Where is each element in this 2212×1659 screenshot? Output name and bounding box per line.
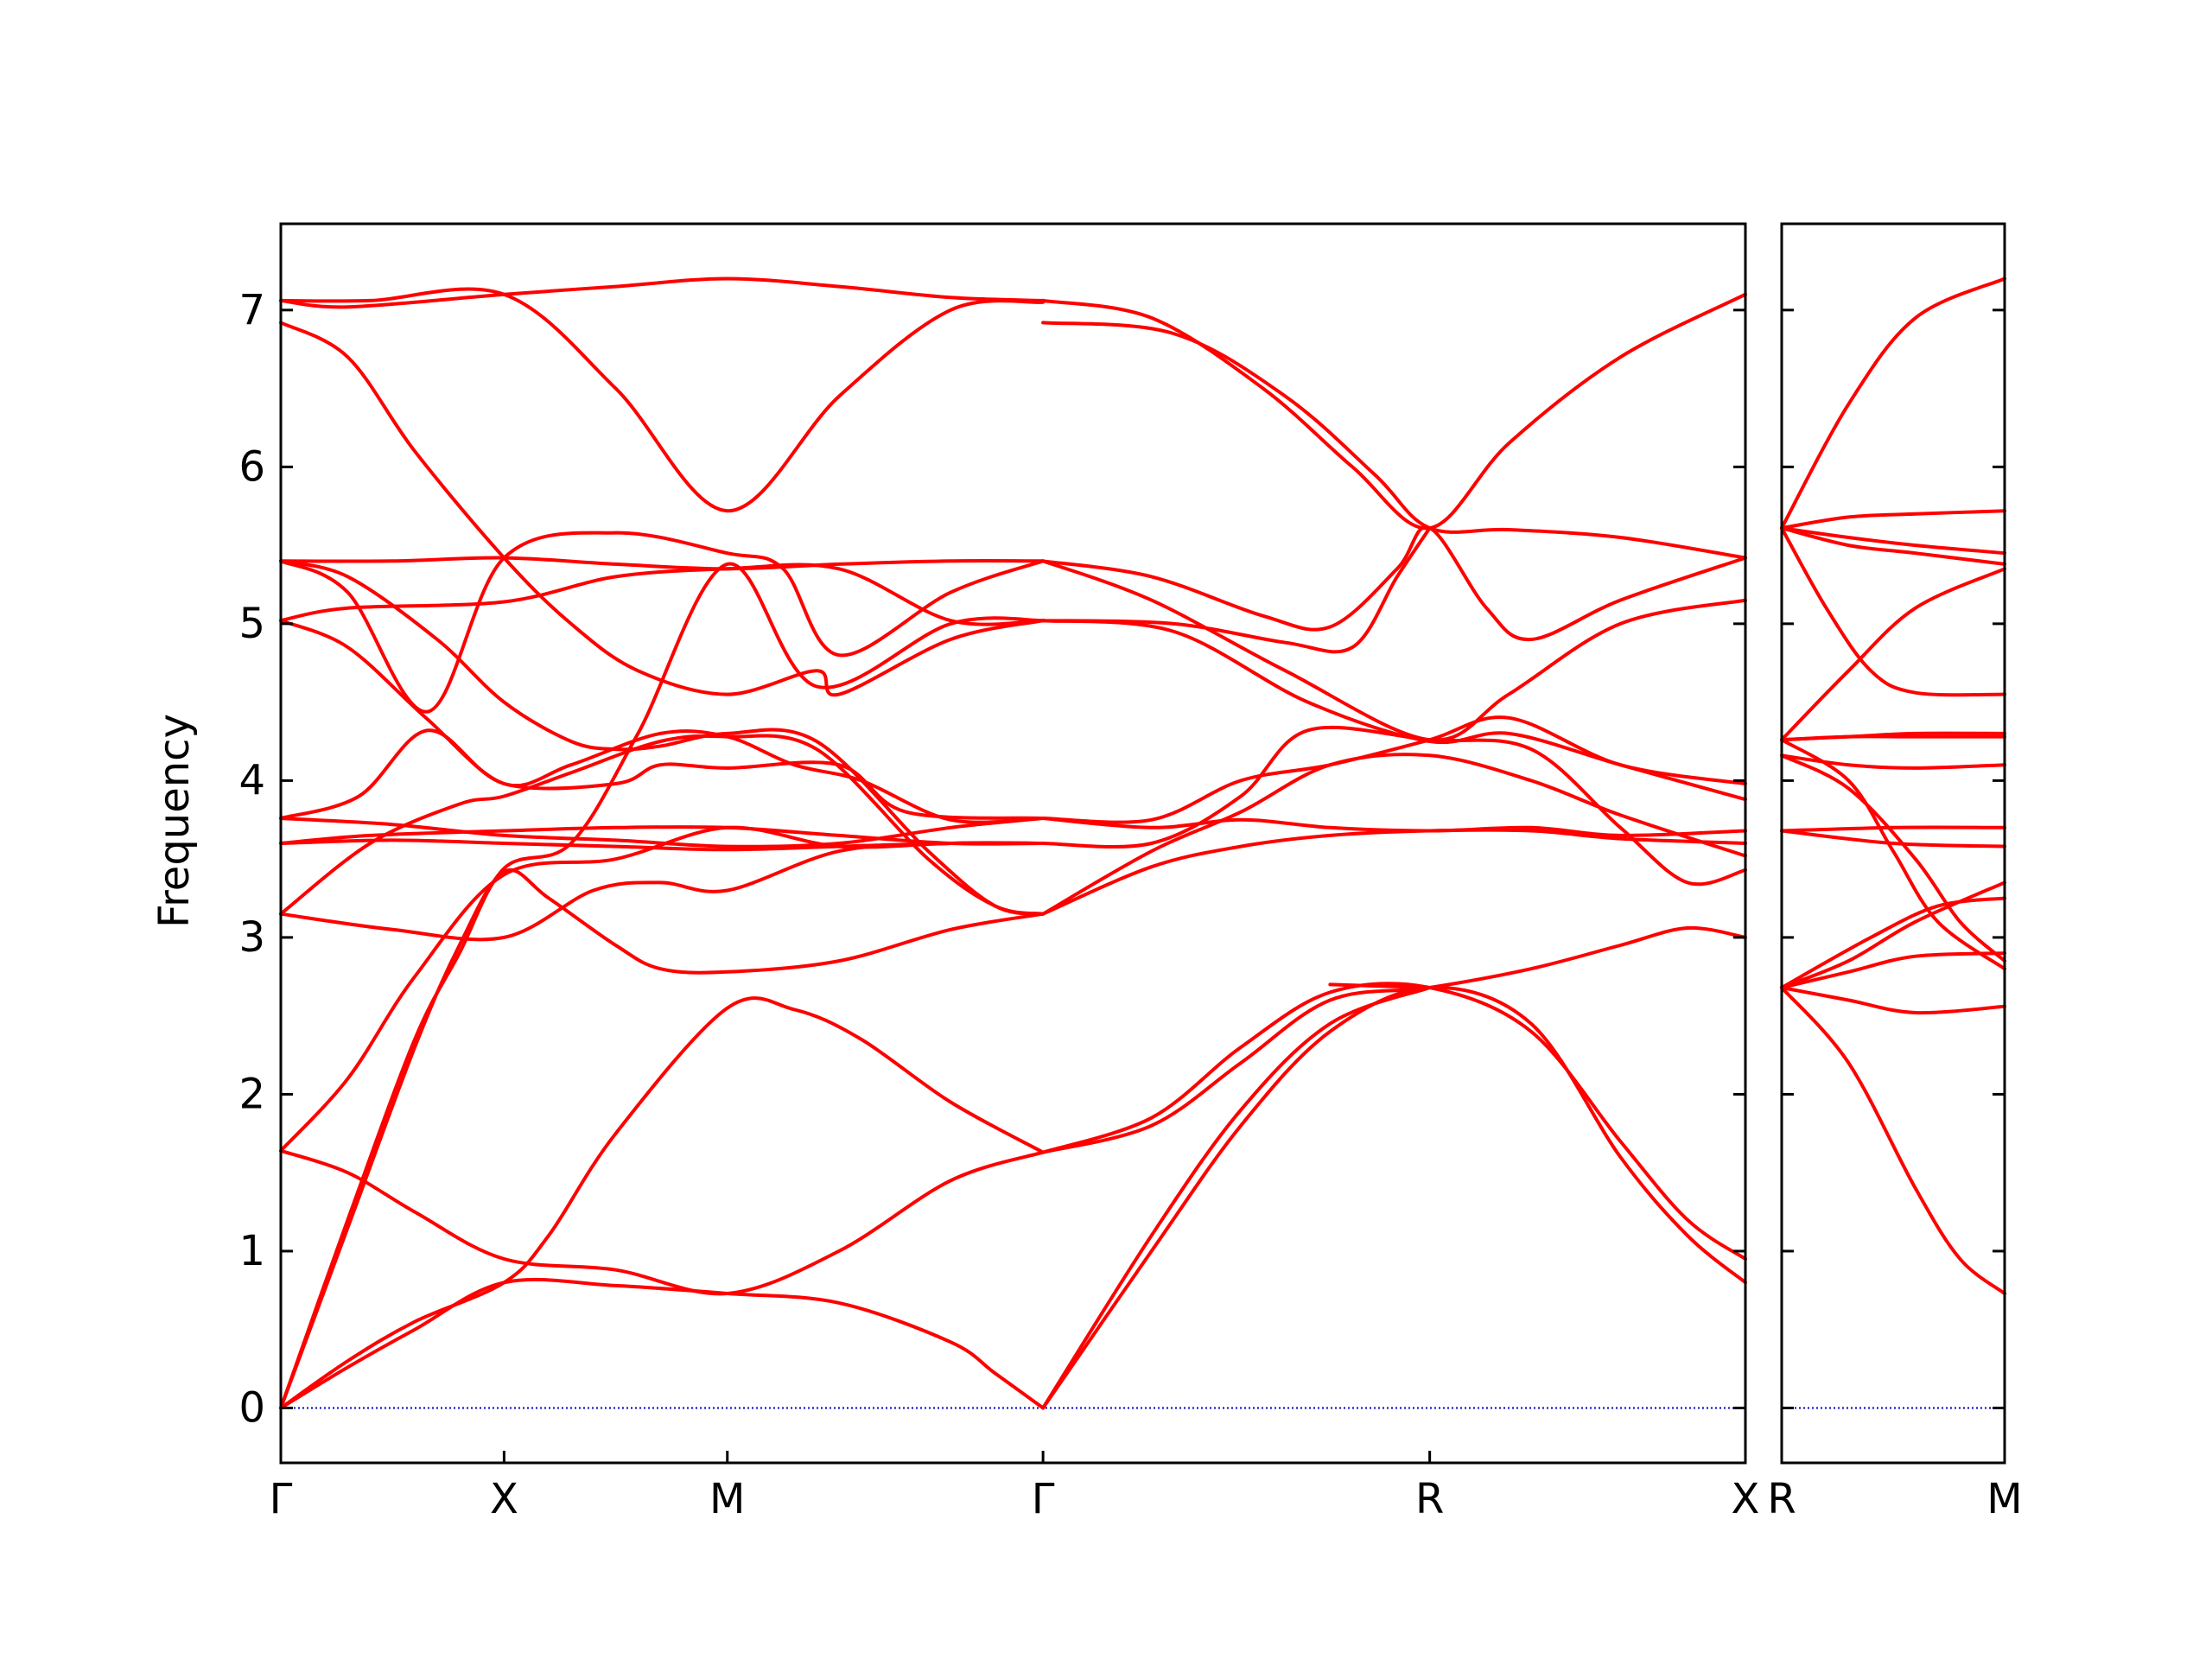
band-line-side-17 [1780, 986, 2006, 1295]
band-line-side-4 [1780, 526, 2006, 697]
band-line-main-9 [279, 817, 1046, 849]
band-line-side-11 [1780, 825, 2006, 833]
band-line-main-23 [1041, 526, 1432, 654]
band-line-main-6 [279, 734, 1046, 916]
y-tick-label: 3 [238, 913, 265, 962]
band-line-main-28 [1041, 828, 1747, 916]
band-line-side-15 [1780, 986, 2006, 1015]
band-line-main-1 [279, 996, 1046, 1410]
x-tick-label-main-3: Γ [1032, 1475, 1055, 1523]
y-tick-label: 7 [238, 286, 265, 334]
y-tick-label: 2 [238, 1070, 265, 1118]
band-line-main-20 [1041, 292, 1747, 531]
x-tick-label-main-2: M [709, 1475, 745, 1523]
band-line-main-33 [1041, 985, 1747, 1410]
band-line-main-27 [1041, 817, 1747, 837]
band-line-side-1 [1780, 509, 2006, 531]
band-line-main-0 [279, 1277, 1046, 1410]
band-line-side-12 [1780, 829, 2006, 849]
band-line-side-13 [1780, 880, 2006, 989]
band-line-main-25 [1041, 619, 1747, 802]
y-tick-label: 4 [238, 756, 265, 804]
band-line-side-0 [1780, 276, 2006, 531]
band-line-main-30 [1041, 753, 1747, 916]
band-line-main-18 [279, 287, 1046, 513]
band-line-main-2 [279, 868, 1046, 1410]
y-tick-label: 1 [238, 1227, 265, 1275]
band-line-main-16 [279, 562, 1046, 1410]
band-line-main-24 [1041, 559, 1747, 742]
band-line-main-11 [279, 563, 1046, 626]
band-line-main-32 [1041, 982, 1747, 1261]
band-line-main-13 [279, 531, 1046, 714]
x-tick-label-side-0: R [1767, 1475, 1796, 1523]
x-tick-label-main-0: Γ [270, 1475, 293, 1523]
x-tick-label-side-1: M [1986, 1475, 2022, 1523]
band-line-side-2 [1780, 526, 2006, 556]
plot-frame-side [1780, 222, 2006, 1465]
band-line-side-5 [1780, 567, 2006, 742]
x-tick-label-main-4: R [1415, 1475, 1444, 1523]
y-axis-label: Frequency [150, 714, 199, 928]
band-line-main-26 [1041, 715, 1747, 824]
band-line-main-29 [1041, 725, 1747, 887]
y-tick-label: 5 [238, 600, 265, 648]
band-line-side-10 [1780, 753, 2006, 963]
band-line-side-7 [1780, 731, 2006, 742]
band-line-main-8 [279, 824, 1046, 846]
band-line-main-14 [279, 556, 1046, 571]
band-line-main-17 [279, 321, 1046, 697]
x-tick-label-main-5: X [1732, 1475, 1760, 1523]
band-line-side-14 [1780, 951, 2006, 989]
band-line-side-3 [1780, 526, 2006, 566]
band-line-main-10 [279, 728, 1046, 820]
band-line-main-15 [279, 559, 1046, 916]
band-line-main-22 [1041, 525, 1747, 642]
band-line-side-16 [1780, 896, 2006, 989]
band-line-side-8 [1780, 753, 2006, 770]
band-line-main-19 [279, 276, 1046, 309]
band-line-side-9 [1780, 738, 2006, 971]
y-tick-label: 0 [238, 1383, 265, 1432]
plot-frame-main [279, 222, 1747, 1465]
band-line-main-34 [1041, 986, 1432, 1410]
band-line-main-3 [279, 1148, 1046, 1296]
band-line-main-35 [1328, 982, 1432, 989]
x-tick-label-main-1: X [490, 1475, 518, 1523]
band-line-main-12 [279, 619, 1046, 824]
band-line-main-21 [1041, 321, 1747, 560]
y-tick-label: 6 [238, 442, 265, 491]
main-panel: 0 1 2 3 4 5 6 7 Γ X M Γ R X [238, 222, 1760, 1523]
